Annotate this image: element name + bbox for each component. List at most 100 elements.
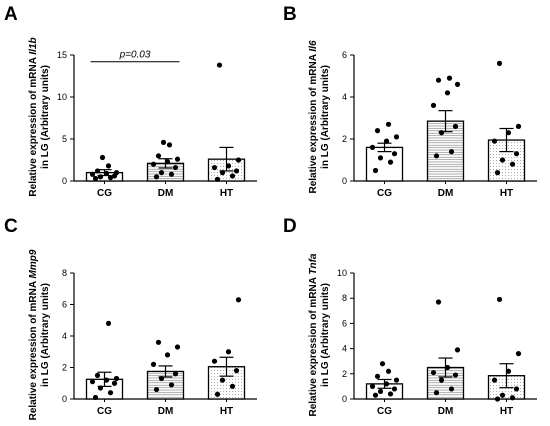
data-point bbox=[513, 151, 520, 157]
significance-label: p=0.03 bbox=[119, 50, 151, 61]
data-point bbox=[225, 163, 232, 169]
data-point bbox=[160, 139, 167, 145]
data-point bbox=[89, 379, 96, 385]
data-point bbox=[155, 339, 162, 345]
data-point bbox=[374, 373, 381, 379]
data-point bbox=[491, 138, 498, 144]
data-point bbox=[219, 377, 226, 383]
y-axis-title-tnfa: Relative expression of mRNA Tnfa bbox=[308, 253, 319, 416]
y-axis-title-il1b: Relative expression of mRNA Il1b bbox=[28, 37, 39, 196]
data-point bbox=[369, 144, 376, 150]
data-point bbox=[174, 344, 181, 350]
data-point bbox=[379, 361, 386, 367]
data-point bbox=[164, 159, 171, 165]
data-point bbox=[509, 395, 516, 401]
data-point bbox=[369, 383, 376, 389]
data-point bbox=[89, 171, 96, 177]
y-tick-label: 0 bbox=[62, 176, 67, 186]
data-point bbox=[383, 381, 390, 387]
data-point bbox=[448, 386, 455, 392]
category-label-dm: DM bbox=[438, 406, 454, 417]
y-axis-title-line2: in LG (Arbitrary units) bbox=[320, 65, 331, 169]
y-tick-label: 2 bbox=[62, 363, 67, 373]
data-point bbox=[153, 386, 160, 393]
data-point bbox=[211, 358, 218, 364]
data-point bbox=[372, 167, 379, 174]
data-point bbox=[496, 60, 503, 66]
data-point bbox=[433, 390, 440, 396]
data-point bbox=[454, 347, 461, 353]
data-point bbox=[94, 168, 101, 174]
y-tick-label: 0 bbox=[342, 394, 347, 404]
data-point bbox=[158, 375, 165, 382]
data-point bbox=[99, 154, 106, 161]
y-tick-label: 4 bbox=[342, 92, 347, 102]
data-point bbox=[107, 175, 114, 181]
data-point bbox=[387, 391, 394, 397]
data-point bbox=[438, 130, 445, 136]
bar-cg bbox=[365, 146, 404, 182]
data-point bbox=[515, 123, 522, 129]
y-axis-title-line2: in LG (Arbitrary units) bbox=[40, 283, 51, 387]
data-point bbox=[393, 377, 400, 383]
data-point bbox=[164, 352, 171, 358]
y-tick-label: 10 bbox=[337, 268, 347, 278]
category-label-dm: DM bbox=[438, 188, 454, 199]
data-point bbox=[435, 299, 442, 305]
data-point bbox=[494, 170, 501, 176]
data-point bbox=[94, 372, 101, 378]
y-tick-label: 0 bbox=[342, 176, 347, 186]
data-point bbox=[92, 175, 99, 182]
data-point bbox=[174, 156, 181, 162]
data-point bbox=[150, 361, 157, 367]
plot-il1b: 0 5 10 15 CG DM HT p=0.03 bbox=[57, 50, 257, 199]
data-point bbox=[387, 159, 394, 165]
data-point bbox=[113, 375, 120, 382]
panel-il1b: A Relative expression of mRNA Il1b in LG… bbox=[4, 4, 51, 197]
data-point bbox=[214, 176, 221, 182]
y-tick-label: 15 bbox=[57, 50, 67, 60]
data-point bbox=[107, 390, 114, 396]
data-point bbox=[111, 380, 118, 386]
category-label-cg: CG bbox=[377, 406, 392, 417]
y-axis-title-prefix: Relative expression of mRNA bbox=[28, 279, 39, 421]
data-point bbox=[168, 382, 175, 388]
data-point bbox=[113, 170, 120, 176]
y-tick-label: 5 bbox=[62, 134, 67, 144]
data-point bbox=[229, 173, 236, 179]
category-label-dm: DM bbox=[158, 188, 174, 199]
y-axis-title-line2: in LG (Arbitrary units) bbox=[40, 65, 51, 169]
data-point bbox=[448, 149, 455, 155]
data-point bbox=[385, 368, 392, 374]
data-point bbox=[214, 391, 221, 397]
data-point bbox=[391, 386, 398, 392]
data-point bbox=[172, 371, 179, 377]
data-point bbox=[105, 163, 112, 169]
data-point bbox=[233, 168, 240, 174]
panel-label-b: B bbox=[283, 4, 297, 25]
data-point bbox=[393, 134, 400, 140]
data-point bbox=[383, 138, 390, 144]
data-point bbox=[158, 170, 165, 176]
data-point bbox=[430, 102, 437, 108]
category-label-cg: CG bbox=[97, 188, 112, 199]
data-point bbox=[235, 157, 242, 163]
data-point bbox=[496, 296, 503, 303]
data-point bbox=[491, 377, 498, 383]
category-label-ht: HT bbox=[220, 188, 233, 199]
category-label-cg: CG bbox=[377, 188, 392, 199]
category-label-cg: CG bbox=[97, 406, 112, 417]
data-point bbox=[385, 121, 392, 127]
data-point bbox=[235, 297, 242, 303]
plot-tnfa: 0 2 4 6 8 10 CG DM HT bbox=[337, 268, 537, 417]
y-tick-label: 10 bbox=[57, 92, 67, 102]
gene-name: Il6 bbox=[308, 40, 319, 52]
y-tick-label: 4 bbox=[342, 344, 347, 354]
data-point bbox=[515, 351, 522, 357]
y-tick-label: 6 bbox=[62, 300, 67, 310]
plot-mmp9: 0 2 4 6 8 CG DM HT bbox=[62, 268, 257, 417]
data-point bbox=[454, 81, 461, 87]
y-axis-title-prefix: Relative expression of mRNA bbox=[308, 52, 319, 194]
